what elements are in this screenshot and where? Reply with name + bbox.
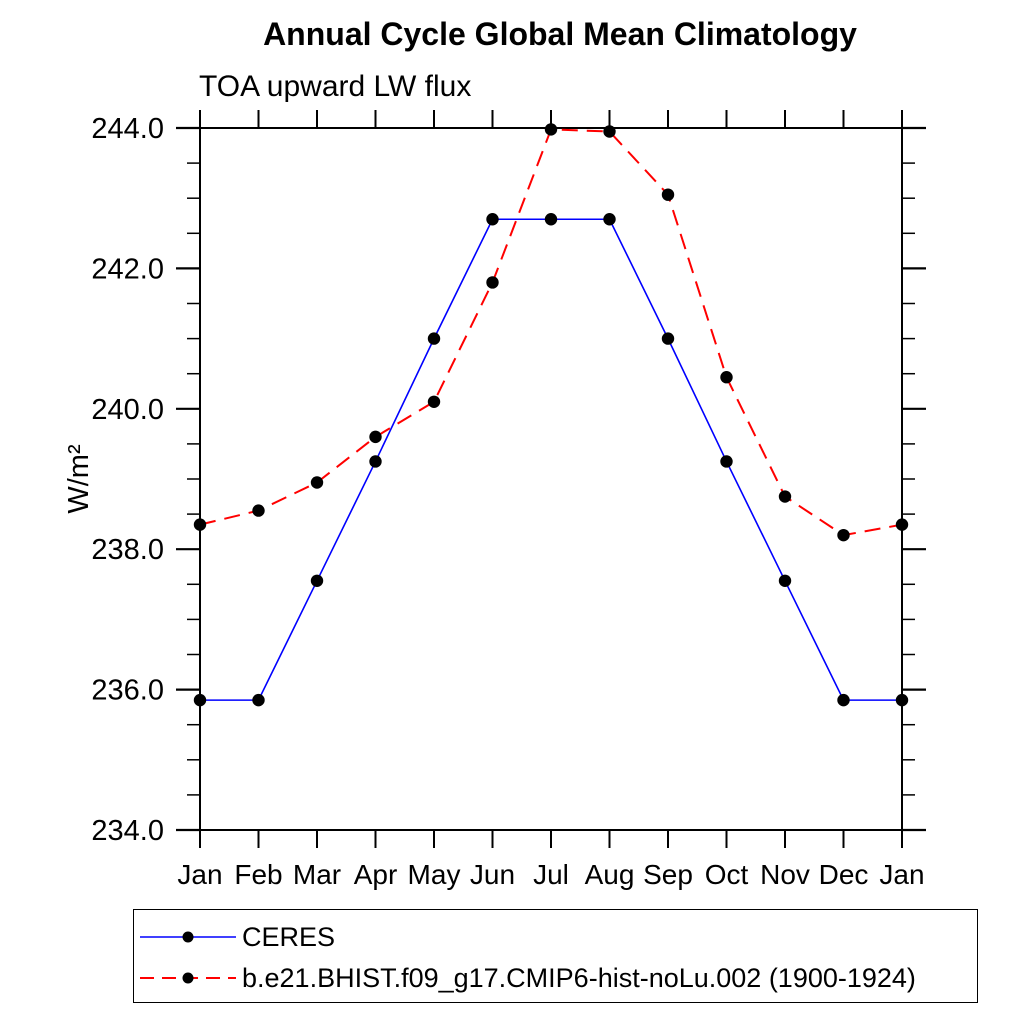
data-point-s1 [837,528,850,542]
y-tick-label: 244.0 [91,113,164,145]
legend-marker-sample [182,972,194,984]
x-tick-label: May [408,859,461,890]
x-tick-label: Sep [643,859,693,890]
y-tick-label: 236.0 [91,675,164,707]
data-point-s1 [369,430,382,444]
data-point-s0 [427,332,441,345]
legend-box: CERES b.e21.BHIST.f09_g17.CMIP6-hist-noL… [133,909,978,1003]
x-tick-label: Jun [470,859,515,890]
y-tick-label: 240.0 [91,394,164,426]
y-tick-label: 238.0 [91,534,164,566]
y-axis-title: W/m² [63,444,95,514]
legend-swatch-model [140,972,236,984]
x-tick-label: Nov [760,859,810,890]
series-line-1 [199,128,903,537]
data-point-s0 [778,574,792,587]
legend-entry-model: b.e21.BHIST.f09_g17.CMIP6-hist-noLu.002 … [138,962,916,993]
data-point-s0 [720,455,733,468]
data-point-s0 [193,693,207,707]
y-tick-label: 234.0 [91,815,164,847]
data-point-s0 [661,332,675,345]
plot-frame [199,127,903,831]
data-point-s1 [252,504,265,517]
x-tick-label: Mar [293,859,341,890]
x-tick-label: Oct [705,859,749,890]
x-tick-label: Aug [585,859,635,890]
x-tick-label: Feb [234,859,282,890]
chart-subtitle: TOA upward LW flux [199,70,472,103]
legend-marker-sample [182,931,194,943]
data-point-s0 [837,693,850,707]
chart-title: Annual Cycle Global Mean Climatology [263,16,857,52]
x-tick-label: Apr [354,859,398,890]
data-point-s0 [252,693,265,707]
data-point-s1 [603,125,616,138]
data-point-s1 [720,371,733,384]
data-point-s1 [427,395,441,408]
x-tick-label: Jan [177,859,222,890]
data-point-s0 [895,693,909,707]
data-point-s0 [603,213,616,226]
data-point-s0 [369,455,382,468]
legend-label-ceres: CERES [242,921,336,952]
legend-swatch-ceres [140,931,236,943]
legend-entry-ceres: CERES [138,921,336,952]
data-point-s0 [544,213,558,226]
data-point-s1 [895,518,909,531]
data-point-s0 [310,574,324,587]
x-tick-label: Jan [879,859,924,890]
data-point-s0 [486,213,499,226]
data-point-s1 [193,518,207,531]
x-tick-label: Dec [819,859,869,890]
legend-label-model: b.e21.BHIST.f09_g17.CMIP6-hist-noLu.002 … [242,962,916,993]
data-point-s1 [544,123,558,136]
data-point-s1 [310,476,324,489]
y-tick-label: 242.0 [91,253,164,285]
data-point-s1 [661,188,675,201]
data-point-s1 [486,276,499,289]
x-tick-label: Jul [533,859,569,890]
data-point-s1 [778,490,792,503]
series-line-0 [200,218,902,701]
